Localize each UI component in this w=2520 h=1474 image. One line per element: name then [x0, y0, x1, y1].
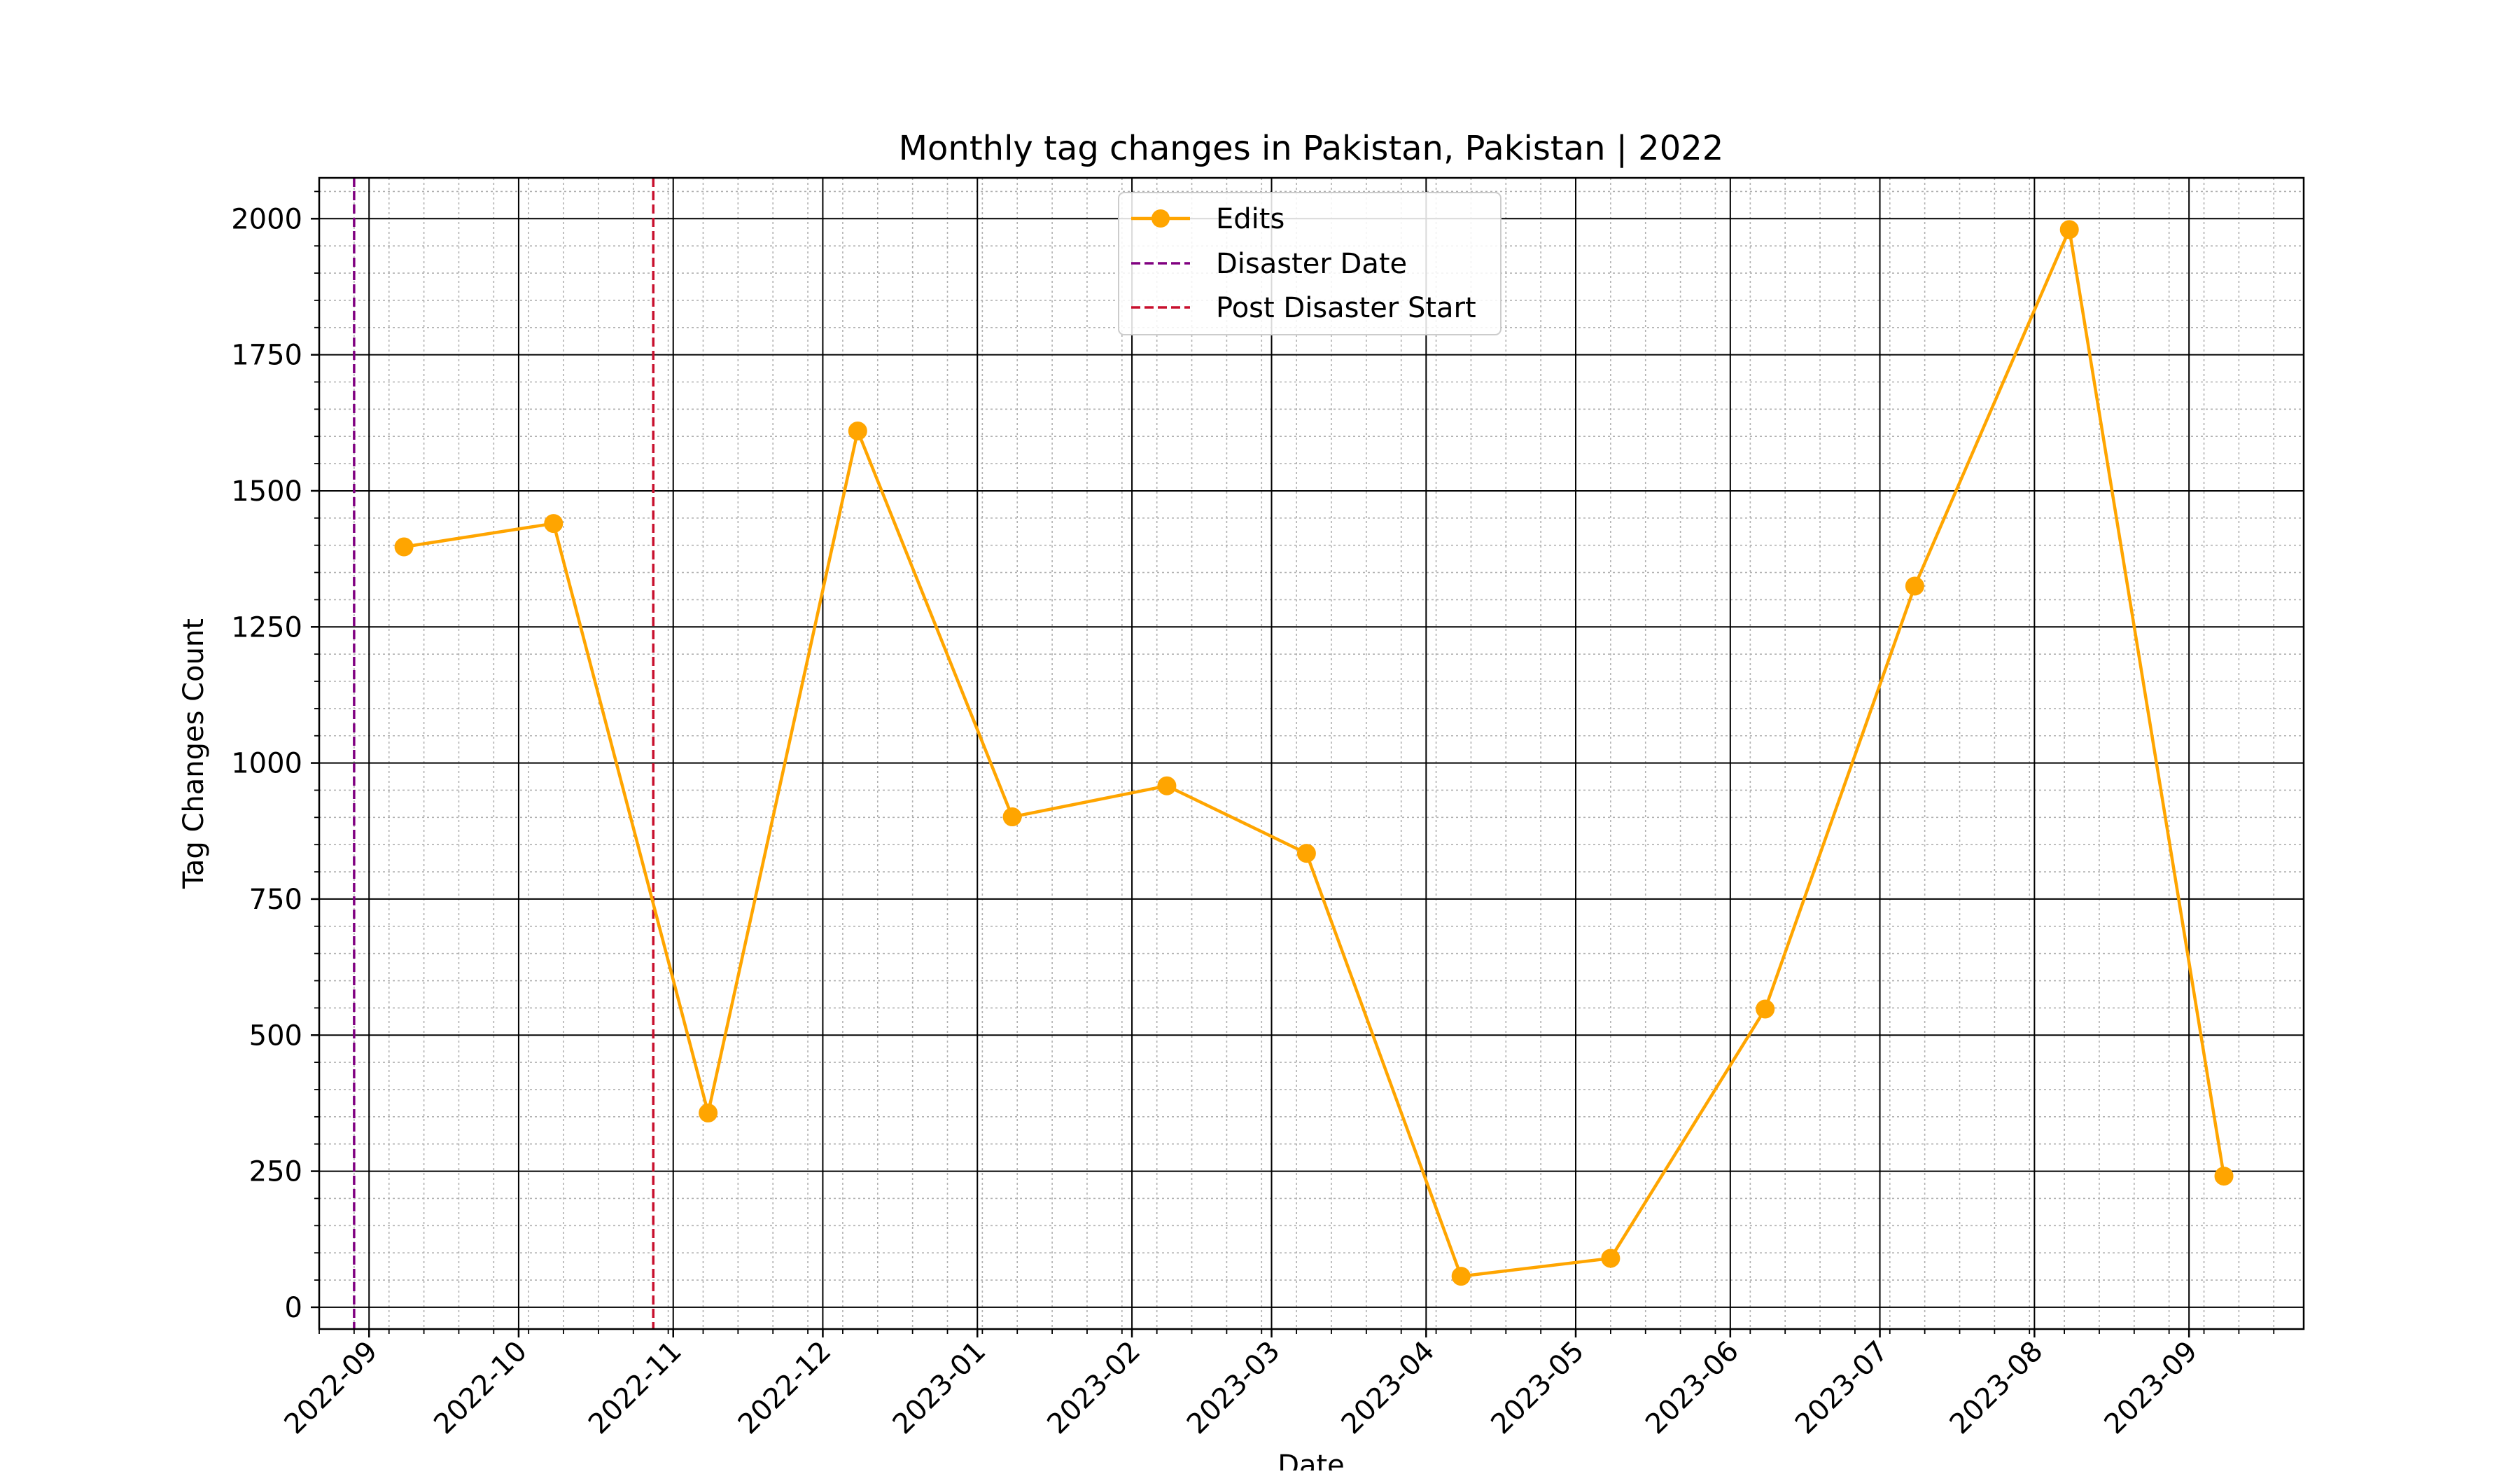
x-axis-label: Date	[1278, 1449, 1345, 1470]
y-tick-label-2000: 2000	[231, 203, 302, 235]
legend-label-edits: Edits	[1216, 203, 1284, 235]
y-tick-label-0: 0	[285, 1292, 302, 1324]
y-tick-label-1750: 1750	[231, 340, 302, 372]
series-layer	[394, 220, 2234, 1286]
plot-frame	[318, 176, 2305, 1330]
y-tick-label-500: 500	[249, 1020, 302, 1052]
legend-label-disaster-date: Disaster Date	[1216, 248, 1407, 280]
legend-entry-edits: Edits	[1131, 203, 1284, 235]
data-point-2023-04-08	[1451, 1267, 1471, 1286]
legend-entry-post-disaster-start: Post Disaster Start	[1131, 292, 1476, 324]
y-tick-label-1250: 1250	[231, 611, 302, 644]
legend-marker-edits	[1152, 209, 1170, 228]
data-point-2023-06-08	[1756, 999, 1775, 1019]
y-tick-label-1500: 1500	[231, 475, 302, 508]
legend-box	[1118, 192, 1502, 335]
data-point-2022-10-08	[544, 514, 564, 534]
legend-label-post-disaster-start: Post Disaster Start	[1216, 292, 1476, 324]
data-point-2022-12-08	[848, 421, 867, 440]
y-tick-label-750: 750	[249, 884, 302, 916]
minor-grid	[318, 178, 2304, 1329]
legend: Edits Disaster Date Post Disaster Start	[1118, 192, 1502, 335]
data-point-2023-01-08	[1002, 807, 1022, 827]
data-point-2023-09-08	[2214, 1167, 2234, 1186]
legend-entry-disaster-date: Disaster Date	[1131, 248, 1407, 280]
reference-lines	[353, 178, 654, 1329]
data-point-2022-09-08	[394, 537, 414, 557]
data-point-2023-03-08	[1296, 844, 1316, 863]
y-tick-label-250: 250	[249, 1156, 302, 1188]
data-point-2023-02-08	[1157, 776, 1177, 795]
axis-ticks	[311, 190, 2275, 1337]
data-point-2023-07-08	[1905, 576, 1924, 596]
data-point-2023-08-08	[2059, 220, 2079, 239]
data-point-2023-05-08	[1601, 1249, 1620, 1268]
data-point-2022-11-08	[699, 1103, 718, 1122]
y-tick-labels: 0 250 500 750 1000 1250 1500 1750 2000	[231, 203, 302, 1324]
chart-title: Monthly tag changes in Pakistan, Pakista…	[899, 129, 1724, 168]
y-axis-label: Tag Changes Count	[178, 618, 210, 889]
y-tick-label-1000: 1000	[231, 748, 302, 780]
